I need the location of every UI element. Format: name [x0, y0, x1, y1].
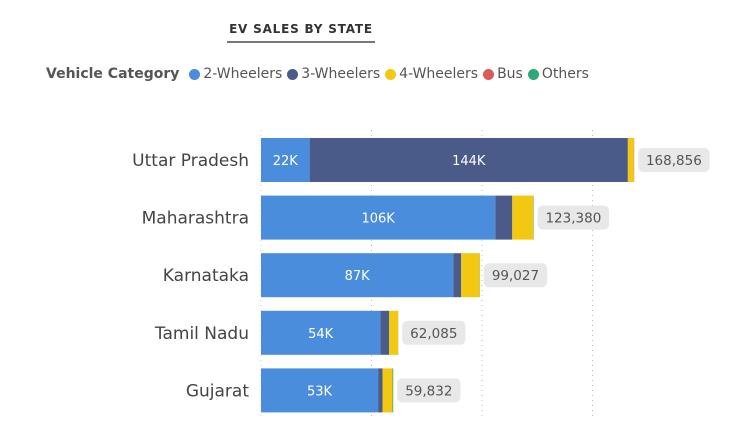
bar-segment	[261, 253, 454, 298]
legend-marker	[483, 68, 495, 80]
category-label: Karnataka	[163, 266, 249, 286]
bar-segment	[382, 368, 393, 413]
category-label: Tamil Nadu	[154, 324, 249, 344]
legend-label: 4-Wheelers	[399, 66, 479, 82]
bar-segment	[261, 310, 381, 355]
legend-marker	[385, 68, 397, 80]
data-label: 106K	[361, 212, 395, 227]
legend-item-2-wheelers[interactable]: 2-Wheelers	[189, 66, 282, 82]
total-label-background	[638, 148, 710, 172]
legend-item-bus[interactable]: Bus	[483, 66, 523, 82]
legend-marker	[189, 68, 201, 80]
bar-segment	[380, 310, 390, 355]
category-label: Maharashtra	[142, 209, 249, 229]
bar-segment	[627, 138, 634, 182]
legend-label: 3-Wheelers	[301, 66, 381, 82]
chart-title: EV SALES BY STATE	[227, 22, 375, 43]
total-label: 59,832	[405, 383, 452, 399]
legend-label: Others	[541, 66, 589, 82]
legend-title: Vehicle Category	[46, 66, 180, 82]
category-label: Gujarat	[186, 381, 249, 401]
total-label-background	[537, 205, 610, 230]
bar-segment	[309, 138, 628, 182]
bar-segment	[512, 195, 534, 240]
data-label: 53K	[307, 384, 333, 399]
data-label: 87K	[345, 269, 371, 284]
data-label: 144K	[452, 154, 486, 169]
bar-segment	[389, 310, 399, 355]
total-label: 123,380	[545, 211, 601, 227]
total-label-background	[483, 263, 548, 288]
total-label: 99,027	[492, 268, 539, 284]
data-label: 22K	[273, 154, 299, 169]
bar-segment	[461, 253, 480, 298]
bar-segment	[261, 138, 310, 182]
bar-segment	[261, 195, 496, 240]
total-label: 168,856	[646, 153, 702, 169]
bar-segment	[261, 368, 379, 413]
legend-item-3-wheelers[interactable]: 3-Wheelers	[287, 66, 380, 82]
data-label: 54K	[308, 327, 334, 342]
legend-marker	[287, 68, 299, 80]
total-label: 62,085	[410, 326, 457, 342]
bar-segment	[453, 253, 462, 298]
category-label: Uttar Pradesh	[132, 151, 249, 171]
legend-marker	[527, 68, 539, 80]
legend-item-4-wheelers[interactable]: 4-Wheelers	[385, 66, 478, 82]
legend: Vehicle Category 2-Wheelers 3-Wheelers 4-W…	[46, 66, 594, 82]
bar-segment	[392, 368, 394, 413]
legend-label: Bus	[497, 66, 523, 82]
legend-label: 2-Wheelers	[203, 66, 283, 82]
total-label-background	[402, 320, 466, 345]
legend-item-others[interactable]: Others	[527, 66, 589, 82]
total-label-background	[397, 378, 461, 403]
bar-segment	[378, 368, 383, 413]
bar-segment	[495, 195, 513, 240]
